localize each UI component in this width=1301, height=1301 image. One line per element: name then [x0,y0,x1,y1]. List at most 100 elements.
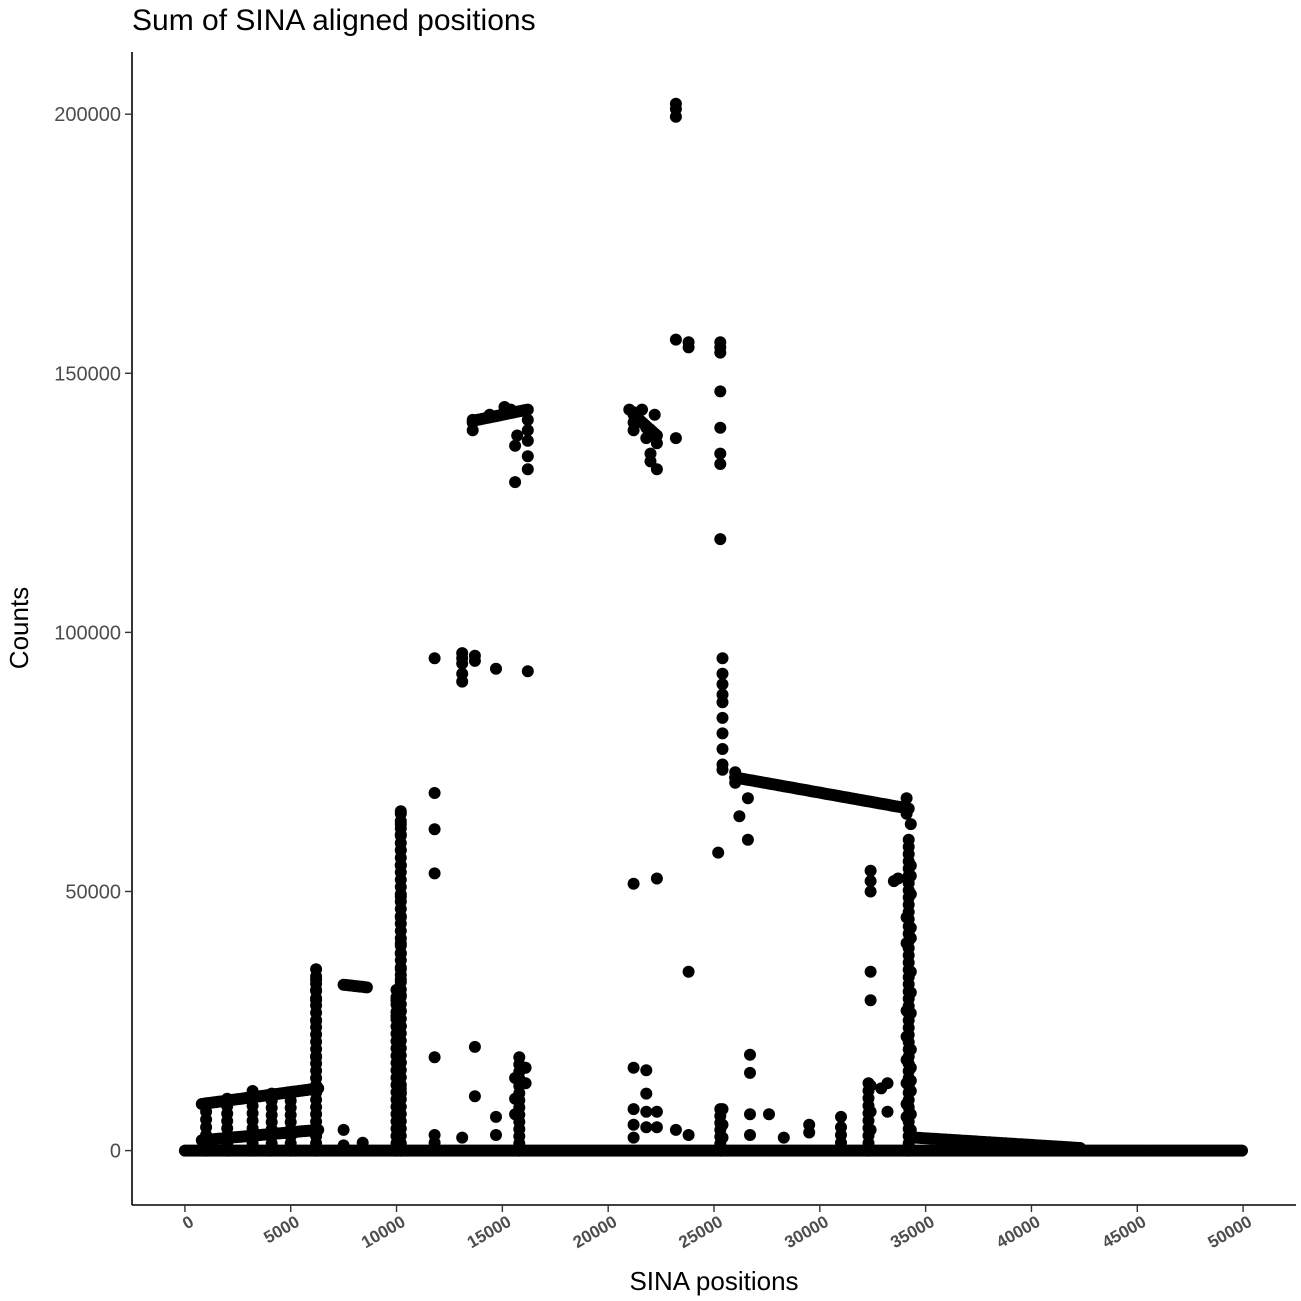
data-point [627,1131,640,1144]
data-point [521,424,534,437]
data-point [521,403,534,416]
chart-title: Sum of SINA aligned positions [132,4,536,37]
data-point [246,1085,259,1097]
data-point [509,439,522,452]
data-point [456,1131,469,1144]
data-point [640,1105,653,1118]
data-point [900,1030,913,1043]
data-point [1074,1142,1087,1154]
data-point [521,450,534,463]
data-point [864,885,877,898]
data-point [733,810,746,823]
data-point [744,1129,756,1141]
y-tick-label: 100000 [54,622,121,644]
data-point [394,963,407,976]
data-point [864,1123,877,1136]
x-tick-label: 45000 [1099,1212,1149,1252]
data-point [716,652,729,665]
data-point [337,1123,350,1136]
data-point [904,1007,917,1020]
data-point [669,110,682,123]
data-point [640,421,653,434]
x-tick-label: 30000 [781,1212,831,1252]
data-point [904,1108,917,1121]
data-point [394,890,407,903]
data-point [716,696,729,709]
data-point [509,476,522,489]
data-point [904,818,917,831]
data-point [509,1072,522,1084]
data-point [904,986,917,999]
data-point [744,1108,756,1121]
data-point [716,1103,729,1116]
data-point [310,973,323,986]
data-point [521,665,534,678]
data-point [716,743,729,755]
x-tick-label: 10000 [358,1212,408,1252]
data-point [468,1040,481,1053]
data-point [640,1087,653,1100]
data-point [669,333,682,346]
data-point [640,1121,653,1134]
data-point [428,823,441,836]
y-tick-label: 150000 [54,363,121,385]
data-point [483,408,496,421]
data-point [714,447,727,460]
data-point [716,667,729,680]
data-point [394,947,407,960]
data-point [714,385,727,398]
data-point [650,1121,663,1134]
data-point [394,1004,407,1017]
data-point [490,1129,502,1141]
data-point [511,429,524,442]
data-point [716,1131,729,1144]
data-point [669,1123,682,1136]
data-point [741,833,754,846]
data-point [864,875,877,888]
data-point [631,411,644,424]
data-point [803,1126,816,1139]
x-tick-label: 0 [179,1212,197,1233]
y-axis-title: Counts [4,587,34,669]
data-point [360,981,373,994]
data-point [744,1066,756,1079]
data-point [904,1074,917,1087]
data-point [904,932,917,945]
data-point [881,1077,894,1090]
data-point [900,1098,913,1110]
data-point [428,787,441,799]
data-points-layer [178,97,1248,1157]
data-point [394,1020,407,1033]
data-point [468,654,481,667]
data-point [394,989,407,1002]
data-point [902,833,915,846]
data-point [900,911,913,924]
data-point [521,463,534,476]
data-point [627,1061,640,1074]
data-point [763,1108,775,1121]
data-point [904,888,917,901]
data-point [394,1082,407,1095]
y-tick-label: 0 [110,1141,121,1163]
data-point [627,1103,640,1116]
data-point [864,864,877,877]
data-point [835,1110,847,1123]
data-point [864,1079,877,1092]
data-point [650,437,663,450]
data-point [310,1015,323,1027]
data-point [490,662,502,675]
data-point [904,921,917,934]
data-point [394,973,407,986]
data-point [835,1136,847,1149]
data-point [284,1087,297,1100]
data-point [904,859,917,872]
data-point [682,965,695,978]
data-point [714,346,727,359]
data-point [650,1105,663,1118]
data-point [428,1136,441,1149]
data-point [310,983,323,996]
data-point [627,1118,640,1131]
data-point [221,1092,234,1105]
y-ticks: 0 50000 100000 150000 200000 [54,104,132,1163]
data-point [394,828,407,841]
